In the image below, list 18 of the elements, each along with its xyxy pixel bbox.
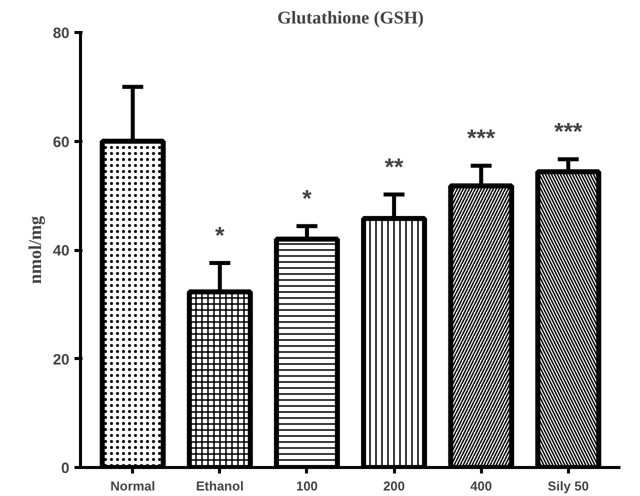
y-tick-label: 0 — [61, 460, 70, 477]
annotation: *** — [467, 125, 496, 152]
x-tick-label: 400 — [470, 478, 492, 494]
x-tick-label: Normal — [110, 478, 156, 494]
x-tick-label: 200 — [383, 478, 405, 494]
annotation: * — [215, 222, 226, 250]
x-tick-label: 100 — [296, 478, 318, 494]
chart-title: Glutathione (GSH) — [277, 8, 424, 28]
x-tick-label: Sily 50 — [548, 478, 589, 494]
y-axis-title: nmol/mg — [24, 216, 45, 284]
y-tick-label: 20 — [52, 351, 70, 368]
annotation: ** — [384, 154, 404, 181]
y-tick-label: 40 — [52, 242, 70, 260]
annotation: *** — [554, 118, 583, 146]
y-tick-label: 80 — [52, 25, 70, 42]
x-tick-label: Ethanol — [196, 478, 244, 494]
y-tick-label: 60 — [52, 134, 70, 151]
annotation: * — [302, 185, 312, 212]
